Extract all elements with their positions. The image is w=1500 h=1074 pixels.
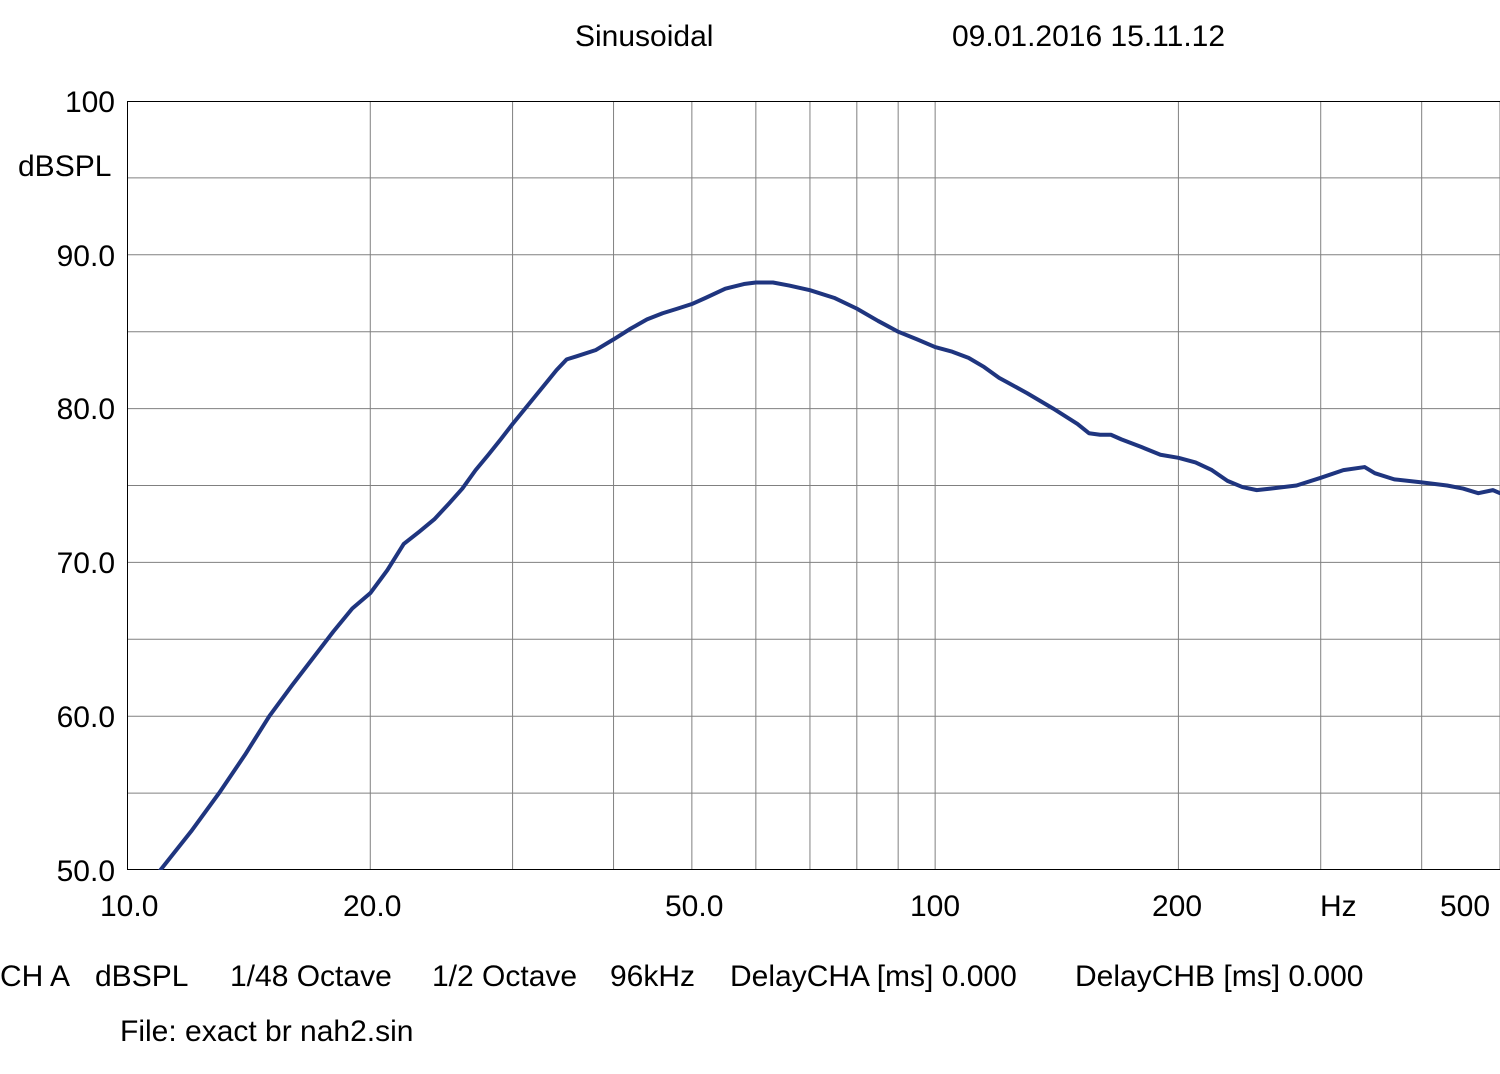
y-tick-50: 50.0	[25, 855, 115, 889]
x-tick-100: 100	[910, 890, 960, 924]
y-tick-80: 80.0	[25, 393, 115, 427]
footer-ch: CH A	[0, 960, 70, 994]
x-axis-unit: Hz	[1320, 890, 1357, 924]
footer-delaycha: DelayCHA [ms] 0.000	[730, 960, 1017, 994]
x-tick-500: 500	[1440, 890, 1490, 924]
footer-96k: 96kHz	[610, 960, 695, 994]
footer-148oct: 1/48 Octave	[230, 960, 392, 994]
x-tick-50: 50.0	[665, 890, 723, 924]
y-tick-70: 70.0	[25, 547, 115, 581]
footer-file: File: exact br nah2.sin	[120, 1015, 413, 1049]
footer-dbspl: dBSPL	[95, 960, 188, 994]
footer-delaychb: DelayCHB [ms] 0.000	[1075, 960, 1363, 994]
y-tick-90: 90.0	[25, 240, 115, 274]
x-tick-10: 10.0	[100, 890, 158, 924]
y-tick-100: 100	[25, 86, 115, 120]
page-root: Sinusoidal 09.01.2016 15.11.12 CLIO dBSP…	[0, 0, 1500, 1074]
chart-datetime: 09.01.2016 15.11.12	[952, 20, 1225, 54]
y-axis-unit: dBSPL	[18, 150, 111, 184]
x-tick-20: 20.0	[343, 890, 401, 924]
y-tick-60: 60.0	[25, 701, 115, 735]
chart-title: Sinusoidal	[575, 20, 713, 54]
x-tick-200: 200	[1152, 890, 1202, 924]
chart-plot	[127, 101, 1500, 870]
footer-12oct: 1/2 Octave	[432, 960, 577, 994]
